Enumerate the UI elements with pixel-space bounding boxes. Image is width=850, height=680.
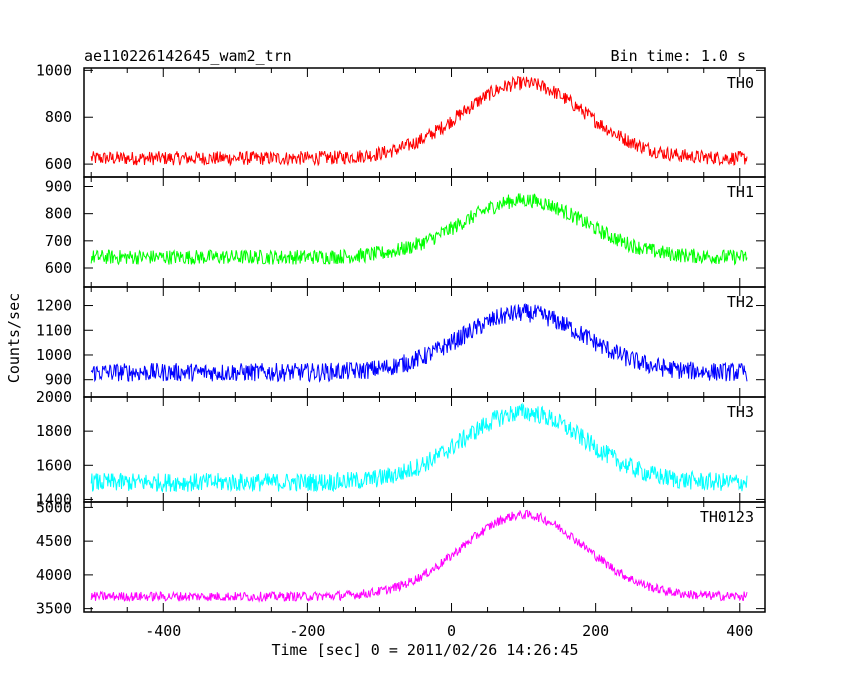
panel-label-th0: TH0 [727, 74, 754, 92]
series-line-th0123 [90, 509, 748, 604]
series-line-th2 [90, 303, 748, 383]
y-tick-label: 1200 [36, 297, 72, 315]
y-tick-label: 4500 [36, 532, 72, 550]
y-tick-label: 5000 [36, 498, 72, 516]
y-axis-label: Counts/sec [5, 293, 23, 383]
bin-time-label: Bin time: 1.0 s [611, 47, 746, 65]
y-tick-label: 1100 [36, 321, 72, 339]
panel-frame-th1 [83, 176, 766, 288]
panel-label-th3: TH3 [727, 403, 754, 421]
panel-frame-th0123 [83, 501, 766, 613]
series-line-th3 [90, 402, 748, 493]
panel-frame-th0 [83, 67, 766, 178]
x-tick-label: 200 [582, 622, 609, 640]
y-tick-label: 700 [45, 232, 72, 250]
y-tick-label: 900 [45, 371, 72, 389]
y-tick-label: 800 [45, 108, 72, 126]
panel-label-th1: TH1 [727, 183, 754, 201]
y-tick-label: 1000 [36, 61, 72, 79]
panels-group: TH0 600 800 1000 TH1 600 700 800 900 TH2 900 1000 11… [36, 61, 766, 640]
panel-label-th0123: TH0123 [700, 508, 754, 526]
x-axis-label: Time [sec] 0 = 2011/02/26 14:26:45 [271, 641, 578, 659]
x-tick-label: 0 [447, 622, 456, 640]
series-line-th0 [90, 75, 748, 167]
x-tick-label: -200 [289, 622, 325, 640]
x-tick-label: -400 [145, 622, 181, 640]
y-tick-label: 1400 [36, 490, 72, 508]
y-tick-label: 900 [45, 178, 72, 196]
y-tick-label: 3500 [36, 600, 72, 618]
chart-title: ae110226142645_wam2_trn [84, 47, 292, 65]
y-tick-label: 1800 [36, 422, 72, 440]
y-tick-label: 600 [45, 155, 72, 173]
y-tick-label: 600 [45, 259, 72, 277]
y-tick-label: 2000 [36, 388, 72, 406]
series-line-th1 [90, 193, 748, 266]
y-tick-label: 1600 [36, 456, 72, 474]
y-tick-label: 800 [45, 205, 72, 223]
y-tick-label: 4000 [36, 566, 72, 584]
x-tick-label: 400 [726, 622, 753, 640]
panel-label-th2: TH2 [727, 293, 754, 311]
panel-frame-th2 [83, 286, 766, 398]
y-tick-label: 1000 [36, 346, 72, 364]
